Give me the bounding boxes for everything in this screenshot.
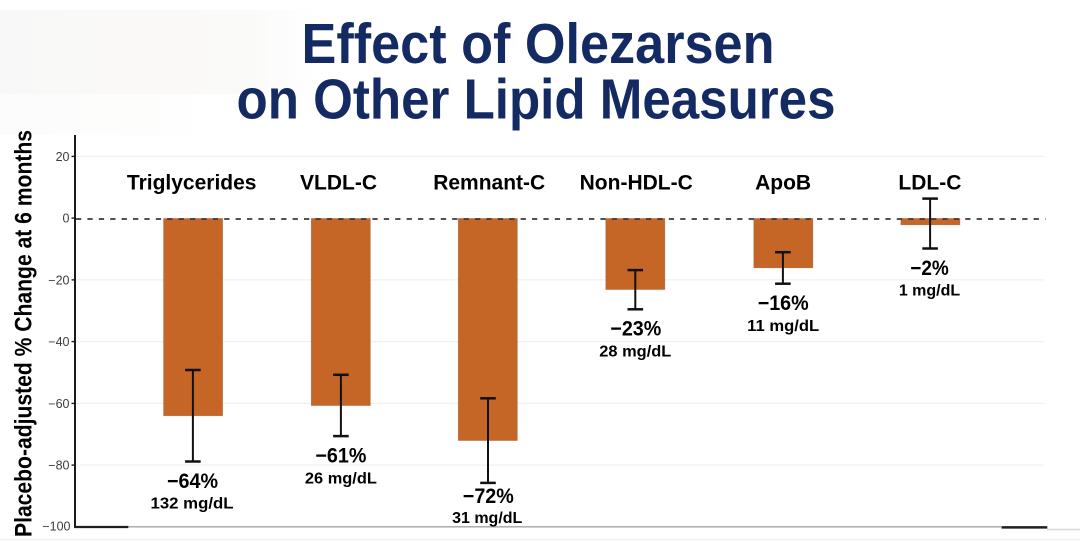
svg-text:−80: −80 bbox=[48, 459, 69, 473]
svg-text:VLDL-C: VLDL-C bbox=[300, 171, 377, 194]
svg-text:−72%: −72% bbox=[463, 485, 514, 508]
svg-text:0: 0 bbox=[63, 212, 70, 226]
svg-text:26 mg/dL: 26 mg/dL bbox=[305, 471, 377, 488]
svg-text:28 mg/dL: 28 mg/dL bbox=[599, 343, 671, 360]
svg-text:−20: −20 bbox=[48, 273, 69, 287]
svg-text:LDL-C: LDL-C bbox=[898, 171, 961, 194]
svg-text:Non-HDL-C: Non-HDL-C bbox=[580, 171, 693, 194]
svg-text:−23%: −23% bbox=[610, 318, 661, 341]
svg-text:Placebo-adjusted % Change at 6: Placebo-adjusted % Change at 6 months bbox=[11, 130, 38, 537]
svg-text:−61%: −61% bbox=[315, 445, 366, 468]
svg-text:132 mg/dL: 132 mg/dL bbox=[151, 496, 234, 513]
svg-text:20: 20 bbox=[56, 150, 70, 164]
svg-text:1 mg/dL: 1 mg/dL bbox=[899, 283, 961, 300]
svg-text:−100: −100 bbox=[42, 520, 70, 534]
svg-text:Effect of Olezarsen: Effect of Olezarsen bbox=[302, 12, 775, 76]
svg-text:ApoB: ApoB bbox=[755, 171, 811, 194]
svg-text:−40: −40 bbox=[48, 335, 69, 349]
svg-text:on Other Lipid Measures: on Other Lipid Measures bbox=[237, 67, 836, 131]
svg-text:−64%: −64% bbox=[167, 470, 218, 493]
svg-text:11 mg/dL: 11 mg/dL bbox=[747, 318, 819, 335]
svg-text:−60: −60 bbox=[48, 397, 69, 411]
svg-text:Remnant-C: Remnant-C bbox=[433, 171, 545, 194]
svg-text:−2%: −2% bbox=[910, 257, 949, 280]
svg-text:Triglycerides: Triglycerides bbox=[127, 171, 257, 194]
svg-text:31 mg/dL: 31 mg/dL bbox=[452, 510, 522, 527]
svg-text:−16%: −16% bbox=[758, 292, 809, 315]
